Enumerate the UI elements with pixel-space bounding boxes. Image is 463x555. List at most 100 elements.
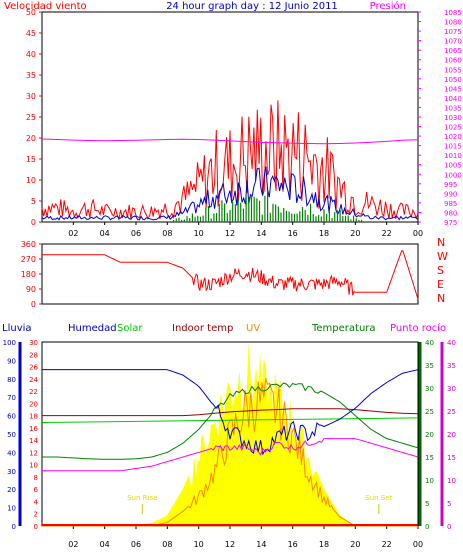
rain-tick-label: 30 (7, 468, 16, 476)
wind-tick-label: 35 (26, 71, 36, 80)
compass-label: N (437, 292, 445, 305)
pressure-tick-label: 1015 (444, 143, 462, 151)
dew-tick-label: 35 (447, 362, 456, 370)
x-tick-label: 14 (256, 229, 266, 238)
weather-multi-panel: 0102030405060708090100024681012141618202… (3, 339, 456, 549)
sun-set-label: Sun Set (365, 494, 392, 502)
x-tick-label: 06 (131, 229, 141, 238)
humidity-tick-label: 10 (29, 462, 38, 470)
pressure-tick-label: 1055 (444, 66, 462, 74)
rain-tick-label: 40 (7, 449, 16, 457)
temp-tick-label: 35 (425, 362, 434, 370)
wind-tick-label: 5 (31, 197, 36, 206)
rain-tick-label: 70 (7, 394, 16, 402)
series-temperature (42, 382, 419, 460)
humidity-tick-label: 28 (29, 351, 38, 359)
series-indoor-temp (42, 408, 419, 417)
wind-tick-label: 20 (26, 134, 36, 143)
x-tick-label: 00 (413, 229, 423, 238)
humidity-tick-label: 22 (29, 388, 38, 396)
legend-rain: Lluvia (2, 323, 32, 334)
x-tick-label: 10 (194, 229, 204, 238)
dew-tick-label: 30 (447, 385, 456, 393)
series-humidity (42, 369, 419, 456)
x-tick-label: 16 (288, 540, 298, 549)
pressure-tick-label: 1040 (444, 95, 462, 103)
rain-tick-label: 100 (3, 339, 16, 347)
dew-tick-label: 5 (447, 500, 451, 508)
series-solar-line (41, 417, 419, 423)
series-dew-point (42, 438, 419, 472)
wind-tick-label: 45 (26, 29, 36, 38)
compass-label: N (437, 236, 445, 249)
temp-tick-label: 5 (425, 500, 429, 508)
rain-tick-label: 0 (12, 523, 16, 531)
direction-tick-label: 360 (21, 240, 36, 249)
x-tick-label: 04 (100, 229, 110, 238)
header-right-label: Presión (370, 0, 406, 12)
temp-tick-label: 30 (425, 385, 434, 393)
legend-solar: Solar (117, 323, 143, 334)
temp-tick-label: 10 (425, 477, 434, 485)
x-tick-label: 20 (350, 540, 360, 549)
x-tick-label: 08 (162, 540, 172, 549)
temp-tick-label: 0 (425, 523, 429, 531)
humidity-tick-label: 8 (34, 474, 38, 482)
humidity-tick-label: 6 (34, 486, 39, 494)
pressure-tick-label: 990 (444, 190, 457, 198)
legend-humidity: Humedad (68, 323, 117, 334)
x-tick-label: 12 (225, 540, 235, 549)
header-left-label: Velocidad viento (4, 1, 87, 12)
direction-tick-label: 90 (26, 285, 36, 294)
pressure-tick-label: 985 (444, 200, 457, 208)
temp-tick-label: 40 (425, 339, 434, 347)
temp-tick-label: 25 (425, 408, 434, 416)
chart-title: 24 hour graph day : 12 Junio 2011 (166, 1, 338, 12)
humidity-tick-label: 18 (29, 413, 38, 421)
humidity-tick-label: 20 (29, 400, 38, 408)
direction-tick-label: 180 (21, 270, 36, 279)
pressure-tick-label: 1020 (444, 133, 462, 141)
wind-pressure-panel: 0510152025303540455097598098599099510001… (26, 8, 462, 238)
humidity-tick-label: 2 (34, 511, 38, 519)
wind-tick-label: 50 (26, 8, 36, 17)
wind-tick-label: 0 (31, 218, 36, 227)
dew-tick-label: 10 (447, 477, 456, 485)
humidity-tick-label: 14 (29, 437, 38, 445)
direction-tick-label: 0 (31, 300, 36, 309)
x-tick-label: 04 (100, 540, 110, 549)
pressure-tick-label: 1005 (444, 162, 462, 170)
compass-label: W (437, 250, 448, 263)
pressure-tick-label: 1045 (444, 85, 462, 93)
sun-rise-label: Sun Rise (127, 494, 157, 502)
humidity-tick-label: 30 (29, 339, 38, 347)
wind-tick-label: 40 (26, 50, 36, 59)
x-tick-label: 14 (256, 540, 266, 549)
pressure-tick-label: 1000 (444, 171, 462, 179)
rain-tick-label: 10 (7, 505, 16, 513)
x-tick-label: 02 (68, 229, 78, 238)
humidity-tick-label: 12 (29, 449, 38, 457)
dew-tick-label: 25 (447, 408, 456, 416)
pressure-tick-label: 1010 (444, 152, 462, 160)
x-tick-label: 02 (68, 540, 78, 549)
pressure-tick-label: 1050 (444, 76, 462, 84)
x-tick-label: 22 (382, 229, 392, 238)
temp-tick-label: 20 (425, 431, 434, 439)
pressure-tick-label: 1075 (444, 28, 462, 36)
x-tick-label: 12 (225, 229, 235, 238)
dew-tick-label: 40 (447, 339, 456, 347)
compass-label: E (437, 278, 444, 291)
pressure-tick-label: 1025 (444, 124, 462, 132)
rain-tick-label: 50 (7, 431, 16, 439)
rain-tick-label: 60 (7, 413, 16, 421)
x-tick-label: 08 (162, 229, 172, 238)
pressure-tick-label: 1030 (444, 114, 462, 122)
series-wind-direction (42, 250, 419, 300)
dew-tick-label: 0 (447, 523, 451, 531)
rain-tick-label: 90 (7, 357, 16, 365)
series-pressure (41, 138, 419, 145)
humidity-tick-label: 26 (29, 364, 38, 372)
humidity-tick-label: 0 (34, 523, 38, 531)
